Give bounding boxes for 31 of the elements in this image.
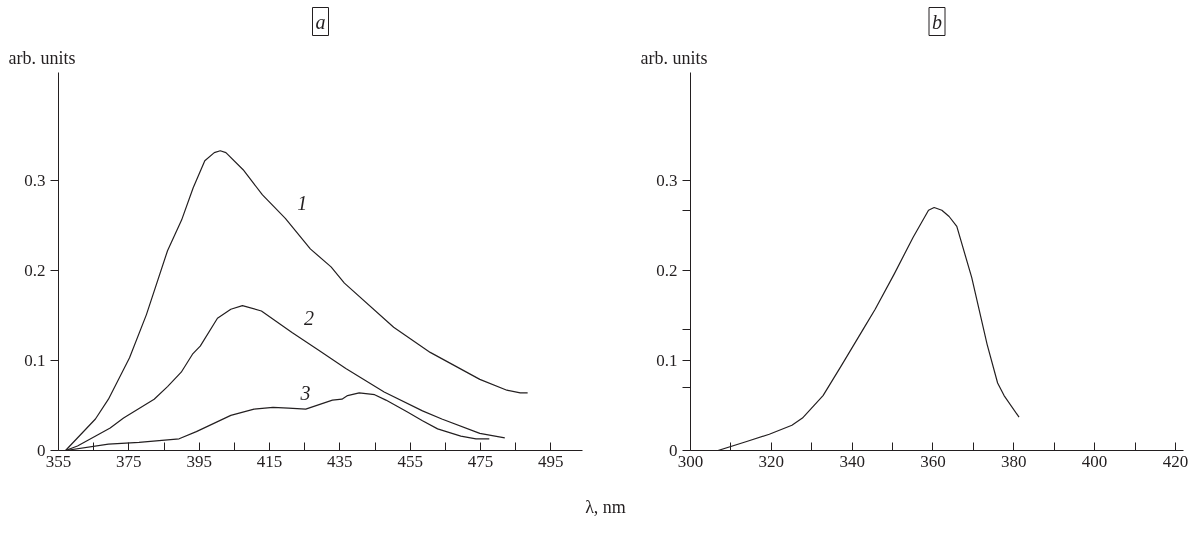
chart-title: a [315, 10, 326, 33]
y-tick-label: 0.1 [656, 351, 678, 370]
series-label: 3 [299, 382, 311, 405]
series-label: 2 [304, 306, 315, 329]
x-tick-label: 340 [839, 451, 865, 471]
x-tick-label: 395 [186, 451, 212, 471]
x-tick-label: 420 [1162, 451, 1189, 471]
y-tick-label: 0.3 [656, 171, 678, 190]
y-tick-label: 0 [669, 441, 678, 460]
x-tick-label: 375 [116, 451, 142, 471]
x-tick-label: 380 [1001, 451, 1027, 471]
y-tick-label: 0 [37, 441, 46, 460]
x-tick-label: 435 [327, 451, 353, 471]
x-tick-label: 300 [677, 451, 704, 471]
series-label: 1 [297, 192, 308, 215]
x-tick-label: 355 [45, 451, 72, 471]
x-tick-label: 320 [758, 451, 785, 471]
x-axis-title: λ, nm [585, 496, 626, 519]
chart-title: b [932, 10, 942, 33]
x-tick-label: 360 [920, 451, 946, 471]
x-tick-label: 455 [397, 451, 423, 471]
y-axis-title: arb. units [640, 47, 708, 68]
x-tick-label: 475 [467, 451, 494, 471]
x-tick-label: 415 [256, 451, 283, 471]
y-tick-label: 0.1 [24, 351, 46, 370]
y-axis-title: arb. units [8, 47, 76, 68]
x-tick-label: 495 [538, 451, 564, 471]
x-tick-label: 400 [1081, 451, 1108, 471]
y-tick-label: 0.2 [24, 261, 46, 280]
y-tick-label: 0.2 [656, 261, 678, 280]
y-tick-label: 0.3 [24, 171, 46, 190]
